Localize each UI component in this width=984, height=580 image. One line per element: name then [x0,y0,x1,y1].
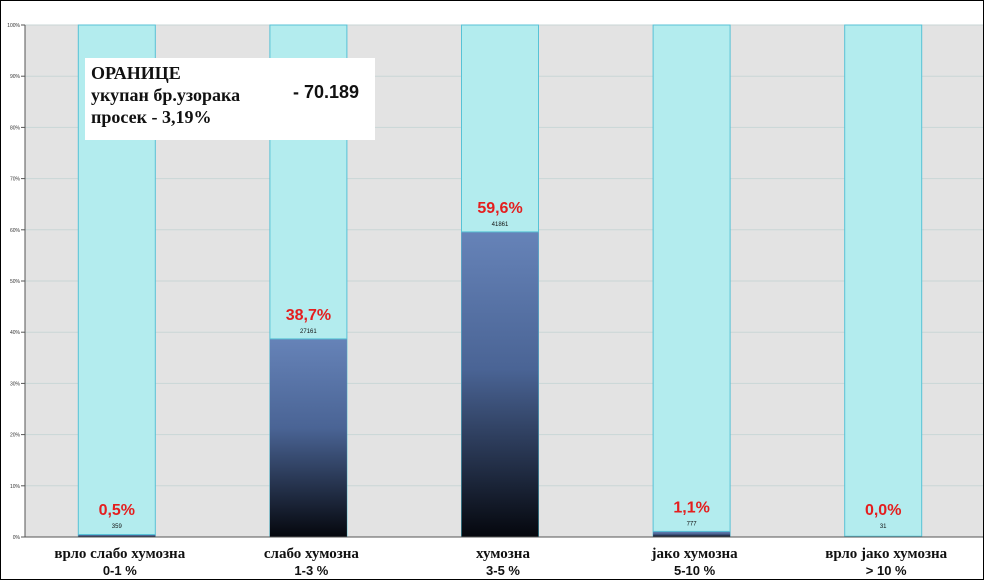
annotation-average: просек - 3,19% [91,107,212,127]
x-category-label: хумозна [476,546,530,562]
y-tick-label: 40% [10,330,21,336]
bar-value-label: 1,1% [673,499,709,516]
x-category-label: врло слабо хумозна [54,546,185,562]
x-category-label: јако хумозна [651,546,739,562]
y-tick-label: 50% [10,279,21,285]
bar-value-label: 59,6% [477,200,522,217]
bar-count-label: 31 [880,524,887,530]
bar-value-label: 0,5% [99,502,135,519]
bar-background [844,24,923,538]
bar [78,534,156,537]
y-tick-label: 60% [10,228,21,234]
summary-annotation-box: ОРАНИЦЕ укупан бр.узорака - 70.189 просе… [85,58,375,140]
bar-value-label: 0,0% [865,502,901,519]
bar [461,231,539,537]
y-tick-label: 90% [10,74,21,80]
x-category-range: 3-5 % [486,563,520,578]
y-tick-label: 80% [10,125,21,131]
annotation-title: ОРАНИЦЕ [91,63,181,83]
y-tick-label: 10% [10,484,21,490]
bar-value-label: 38,7% [286,307,331,324]
annotation-samples-label: укупан бр.узорака [91,85,241,105]
bar-count-label: 359 [112,524,123,530]
y-tick-label: 0% [13,535,21,541]
x-category-range: 0-1 % [103,563,137,578]
x-category-range: 5-10 % [674,563,716,578]
bar [269,338,347,537]
x-category-range: > 10 % [866,563,907,578]
x-category-label: врло јако хумозна [825,546,947,562]
bar [653,531,731,537]
annotation-samples-value: - 70.189 [293,82,360,102]
y-tick-label: 30% [10,381,21,387]
bar-count-label: 27161 [300,329,317,335]
y-tick-label: 70% [10,177,21,183]
bar-count-label: 41861 [492,222,509,228]
bar-background [652,24,731,538]
x-category-range: 1-3 % [294,563,328,578]
bar-count-label: 777 [687,521,698,527]
y-tick-label: 20% [10,433,21,439]
y-tick-label: 100% [7,23,20,29]
x-category-label: слабо хумозна [264,546,360,562]
